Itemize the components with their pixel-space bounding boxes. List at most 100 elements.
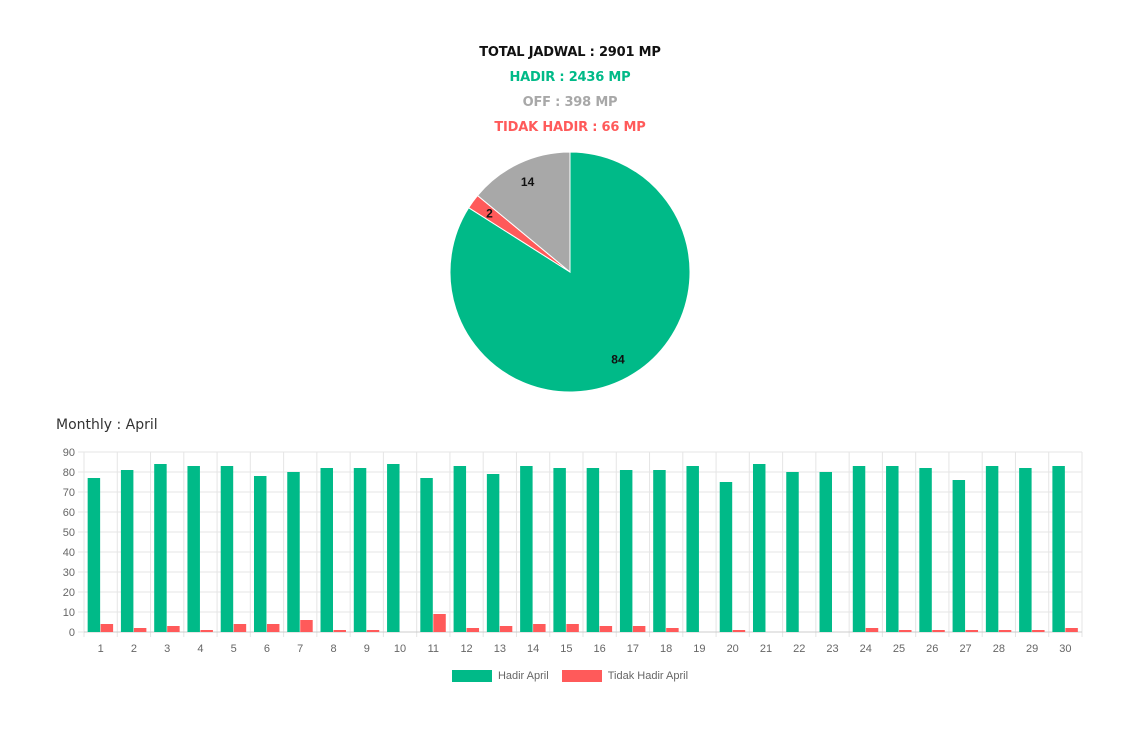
y-tick-label: 20 <box>63 587 75 599</box>
bar-tidak-hadir[interactable] <box>466 628 480 632</box>
tidak-hadir-label: TIDAK HADIR : 66 MP <box>494 120 646 135</box>
bar-hadir[interactable] <box>320 468 333 632</box>
total-jadwal-label: TOTAL JADWAL : 2901 MP <box>479 45 661 60</box>
bar-tidak-hadir[interactable] <box>865 628 879 632</box>
bar-hadir[interactable] <box>353 468 367 632</box>
y-tick-label: 60 <box>63 507 75 519</box>
x-tick-label: 26 <box>926 643 938 655</box>
bar-tidak-hadir[interactable] <box>599 626 613 632</box>
x-tick-label: 2 <box>131 643 137 655</box>
x-tick-label: 5 <box>231 643 237 655</box>
x-tick-label: 28 <box>993 643 1005 655</box>
legend-swatch-hadir <box>451 670 492 682</box>
bar-tidak-hadir[interactable] <box>998 630 1012 632</box>
bar-hadir[interactable] <box>719 482 733 632</box>
hadir-label: HADIR : 2436 MP <box>509 70 631 85</box>
bar-tidak-hadir[interactable] <box>632 626 646 632</box>
bar-tidak-hadir[interactable] <box>167 626 180 632</box>
bar-hadir[interactable] <box>287 472 300 632</box>
bar-hadir[interactable] <box>154 464 167 632</box>
bar-hadir[interactable] <box>387 464 400 632</box>
x-tick-label: 25 <box>893 643 905 655</box>
bar-tidak-hadir[interactable] <box>333 630 346 632</box>
bar-tidak-hadir[interactable] <box>266 624 280 632</box>
bar-hadir[interactable] <box>253 476 267 632</box>
pie-data-label: 2 <box>486 206 493 220</box>
bar-hadir[interactable] <box>852 466 866 632</box>
pie-slice-off[interactable] <box>476 151 571 274</box>
legend-item-hadir[interactable]: Hadir April <box>451 670 549 682</box>
bar-hadir[interactable] <box>120 470 134 632</box>
bar-hadir[interactable] <box>919 468 932 632</box>
bar-hadir[interactable] <box>619 470 633 632</box>
x-tick-label: 23 <box>826 643 838 655</box>
bar-tidak-hadir[interactable] <box>932 630 945 632</box>
bar-hadir[interactable] <box>520 466 533 632</box>
bar-hadir[interactable] <box>952 480 966 632</box>
x-tick-label: 18 <box>660 643 672 655</box>
y-tick-label: 10 <box>63 607 75 619</box>
bar-tidak-hadir[interactable] <box>666 628 679 632</box>
bar-hadir[interactable] <box>553 468 566 632</box>
x-tick-label: 4 <box>197 643 203 655</box>
y-tick-label: 70 <box>63 487 75 499</box>
bar-tidak-hadir[interactable] <box>566 624 579 632</box>
bar-tidak-hadir[interactable] <box>1032 630 1045 632</box>
x-tick-label: 21 <box>760 643 772 655</box>
bar-tidak-hadir[interactable] <box>732 630 746 632</box>
x-tick-label: 20 <box>727 643 739 655</box>
bar-tidak-hadir[interactable] <box>100 624 114 632</box>
y-tick-label: 90 <box>63 447 75 459</box>
pie-data-label: 14 <box>521 175 535 189</box>
bar-hadir[interactable] <box>786 472 799 632</box>
x-tick-label: 27 <box>959 643 971 655</box>
bar-hadir[interactable] <box>985 466 999 632</box>
bar-tidak-hadir[interactable] <box>366 630 380 632</box>
x-tick-label: 14 <box>527 643 539 655</box>
bar-hadir[interactable] <box>220 466 234 632</box>
bar-hadir[interactable] <box>886 466 899 632</box>
summary-block: TOTAL JADWAL : 2901 MP HADIR : 2436 MP O… <box>0 40 1140 140</box>
bar-tidak-hadir[interactable] <box>300 620 313 632</box>
attendance-pie-chart: 84 2 14 <box>448 150 692 394</box>
y-tick-label: 50 <box>63 527 75 539</box>
x-tick-label: 12 <box>460 643 472 655</box>
bar-hadir[interactable] <box>752 464 766 632</box>
bar-hadir[interactable] <box>819 472 832 632</box>
bar-tidak-hadir[interactable] <box>233 624 247 632</box>
bar-hadir[interactable] <box>187 466 200 632</box>
bar-hadir[interactable] <box>653 470 666 632</box>
legend-item-tidak-hadir[interactable]: Tidak Hadir April <box>561 670 689 682</box>
bar-tidak-hadir[interactable] <box>499 626 513 632</box>
x-tick-label: 19 <box>693 643 705 655</box>
bar-hadir[interactable] <box>486 474 500 632</box>
bar-hadir[interactable] <box>1052 466 1065 632</box>
x-tick-label: 29 <box>1026 643 1038 655</box>
y-tick-label: 80 <box>63 467 75 479</box>
bar-tidak-hadir[interactable] <box>433 614 446 632</box>
bar-hadir[interactable] <box>453 466 467 632</box>
y-tick-label: 40 <box>63 547 75 559</box>
bar-tidak-hadir[interactable] <box>965 630 979 632</box>
bar-hadir[interactable] <box>586 468 600 632</box>
x-tick-label: 9 <box>364 643 370 655</box>
bar-tidak-hadir[interactable] <box>899 630 912 632</box>
bar-hadir[interactable] <box>420 478 433 632</box>
x-tick-label: 22 <box>793 643 805 655</box>
off-label: OFF : 398 MP <box>522 95 618 110</box>
legend-label-hadir: Hadir April <box>497 670 549 682</box>
x-tick-label: 1 <box>98 643 104 655</box>
bar-chart-legend: Hadir April Tidak Hadir April <box>0 670 1140 685</box>
bar-hadir[interactable] <box>686 466 699 632</box>
bar-hadir[interactable] <box>1019 468 1032 632</box>
bar-tidak-hadir[interactable] <box>200 630 213 632</box>
bar-tidak-hadir[interactable] <box>133 628 147 632</box>
legend-label-tidak-hadir: Tidak Hadir April <box>607 670 689 682</box>
bar-hadir[interactable] <box>87 478 101 632</box>
y-tick-label: 0 <box>69 627 75 639</box>
bar-tidak-hadir[interactable] <box>533 624 546 632</box>
x-tick-label: 3 <box>164 643 170 655</box>
bar-tidak-hadir[interactable] <box>1065 628 1078 632</box>
x-tick-label: 16 <box>594 643 606 655</box>
x-tick-label: 8 <box>330 643 336 655</box>
